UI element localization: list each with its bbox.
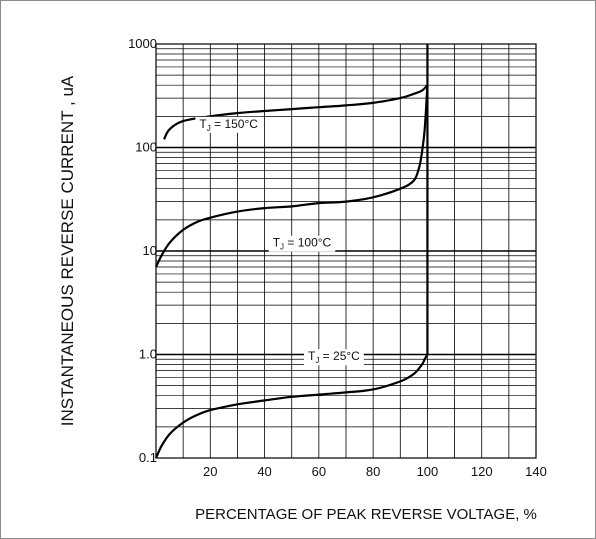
x-tick-label: 60 xyxy=(312,464,326,479)
curve-label-background xyxy=(268,235,336,252)
curve-label-3: TJ = 25°C xyxy=(308,349,360,365)
y-tick-label: 1.0 xyxy=(139,347,157,362)
x-tick-label: 80 xyxy=(366,464,380,479)
series-curve-1 xyxy=(163,84,429,140)
curve-labels: TJ = 150°C TJ = 100°C TJ = 25°C xyxy=(195,116,364,366)
x-tick-label: 40 xyxy=(257,464,271,479)
curve-label-2: TJ = 100°C xyxy=(273,236,332,252)
x-axis-title: PERCENTAGE OF PEAK REVERSE VOLTAGE, % xyxy=(195,506,537,523)
x-tick-label: 120 xyxy=(471,464,493,479)
curve-label-background xyxy=(304,349,364,366)
data-curves xyxy=(154,44,429,459)
x-tick-label: 140 xyxy=(525,464,547,479)
y-tick-label: 10 xyxy=(143,243,157,258)
y-tick-label: 0.1 xyxy=(139,450,157,465)
x-tick-label: 20 xyxy=(203,464,217,479)
curve-label-1: TJ = 150°C xyxy=(199,117,258,133)
y-tick-label: 1000 xyxy=(128,36,157,51)
x-tick-label: 100 xyxy=(417,464,439,479)
series-curve-3 xyxy=(154,353,429,459)
tick-labels: 20 40 60 80 100 120 140 0.1 1.0 10 100 1000 xyxy=(128,36,547,479)
y-tick-label: 100 xyxy=(135,140,157,155)
y-axis-title: INSTANTANEOUS REVERSE CURRENT , uA xyxy=(58,75,77,426)
series-curve-2 xyxy=(155,85,429,268)
curve-label-background xyxy=(195,116,262,133)
